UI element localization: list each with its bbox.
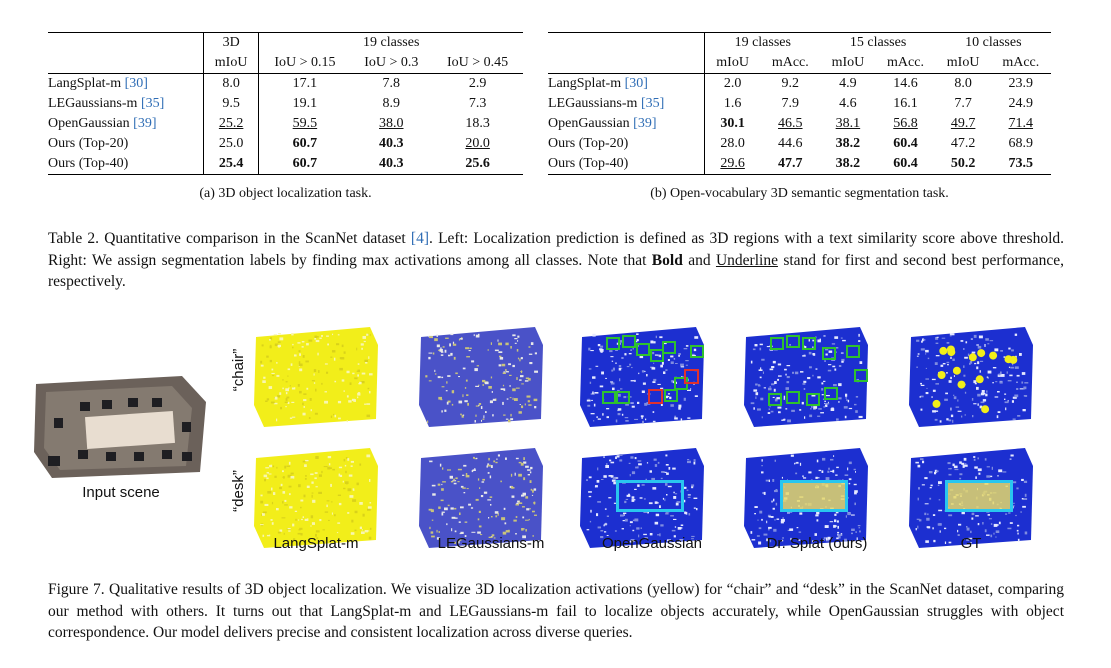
panel-opengaussian-desk	[578, 444, 706, 552]
panel-opengaussian-chair	[578, 323, 706, 431]
table-b-caption: (b) Open-vocabulary 3D semantic segmenta…	[650, 186, 949, 201]
table-row: Ours (Top-20) 25.0 60.7 40.3 20.0	[48, 134, 523, 154]
table-row: OpenGaussian [39] 25.2 59.5 38.0 18.3	[48, 114, 523, 134]
subheader: IoU > 0.15	[258, 53, 351, 74]
empty-cell	[48, 32, 204, 53]
panel-drsplat-chair	[742, 323, 870, 431]
row-label-chair: “chair”	[230, 348, 247, 392]
input-scene-label: Input scene	[82, 484, 160, 501]
correct-detection-box	[768, 393, 782, 406]
header-3d: 3D	[202, 32, 259, 53]
table-row: LEGaussians-m [35] 9.5 19.1 8.9 7.3	[48, 94, 523, 114]
group-header: 15 classes	[820, 32, 936, 53]
subheader: mIoU	[202, 53, 259, 74]
table-row: OpenGaussian [39] 30.1 46.5 38.1 56.8 49…	[548, 114, 1051, 134]
column-label-drsplat: Dr. Splat (ours)	[766, 535, 868, 552]
subheader: IoU > 0.45	[447, 55, 509, 70]
correct-detection-box	[822, 347, 836, 360]
table-a-caption: (a) 3D object localization task.	[199, 186, 372, 201]
group-header: 10 classes	[935, 32, 1051, 53]
correct-detection-box	[786, 335, 800, 348]
column-label-opengaussian: OpenGaussian	[601, 535, 703, 552]
wrong-detection-box	[684, 369, 699, 384]
panel-gt-chair	[907, 323, 1035, 431]
table-row: Ours (Top-40) 29.6 47.7 38.2 60.4 50.2 7…	[548, 154, 1051, 175]
correct-detection-box	[664, 389, 678, 402]
subheader: IoU > 0.3	[364, 55, 419, 70]
header-19-classes: 19 classes	[258, 32, 523, 53]
correct-detection-box	[662, 341, 676, 354]
table-row: LEGaussians-m [35] 1.6 7.9 4.6 16.1 7.7 …	[548, 94, 1051, 114]
desk-region-box	[780, 480, 848, 512]
correct-detection-box	[824, 387, 838, 400]
panel-langsplat-desk	[252, 444, 380, 552]
correct-detection-box	[602, 391, 616, 404]
table-row: LangSplat-m [30] 2.0 9.2 4.9 14.6 8.0 23…	[548, 73, 1051, 94]
desk-region-box	[945, 480, 1013, 512]
panel-legaussians-desk	[417, 444, 545, 552]
correct-detection-box	[650, 349, 664, 362]
correct-detection-box	[636, 343, 650, 356]
correct-detection-box	[786, 391, 800, 404]
correct-detection-box	[854, 369, 868, 382]
group-header: 19 classes	[704, 32, 821, 53]
wrong-detection-box	[648, 389, 663, 404]
panel-langsplat-chair	[252, 323, 380, 431]
input-scene-image	[32, 372, 210, 482]
correct-detection-box	[616, 391, 630, 404]
correct-detection-box	[690, 345, 704, 358]
panel-drsplat-desk	[742, 444, 870, 552]
correct-detection-box	[802, 337, 816, 350]
correct-detection-box	[622, 335, 636, 348]
column-label-gt: GT	[960, 535, 982, 552]
correct-detection-box	[606, 337, 620, 350]
segmentation-table: 19 classes 15 classes 10 classes mIoU mA…	[548, 32, 1051, 175]
row-label-desk: “desk”	[230, 470, 247, 512]
correct-detection-box	[770, 337, 784, 350]
correct-detection-box	[806, 393, 820, 406]
table-row: Ours (Top-20) 28.0 44.6 38.2 60.4 47.2 6…	[548, 134, 1051, 154]
localization-table: 3D 19 classes mIoU IoU > 0.15 IoU > 0.3 …	[48, 32, 523, 175]
table-row: Ours (Top-40) 25.4 60.7 40.3 25.6	[48, 154, 523, 175]
column-label-legaussians: LEGaussians-m	[437, 535, 545, 552]
figure-caption: Figure 7. Qualitative results of 3D obje…	[48, 581, 1064, 641]
correct-detection-box	[846, 345, 860, 358]
column-label-langsplat: LangSplat-m	[273, 535, 359, 552]
panel-gt-desk	[907, 444, 1035, 552]
table-row: LangSplat-m [30] 8.0 17.1 7.8 2.9	[48, 73, 523, 94]
panel-legaussians-chair	[417, 323, 545, 431]
desk-region-box	[616, 480, 684, 512]
table-caption: Table 2. Quantitative comparison in the …	[48, 230, 1064, 290]
